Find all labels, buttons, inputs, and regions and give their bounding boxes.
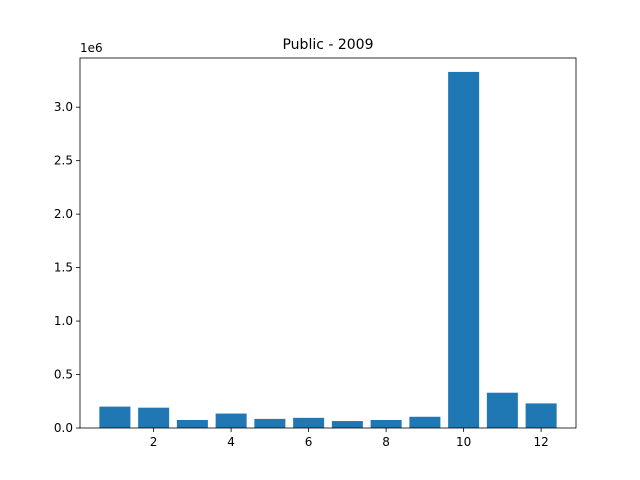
y-tick-label: 2.0 — [54, 207, 73, 221]
bar-8 — [370, 419, 402, 428]
bar-1 — [99, 406, 131, 428]
bar-12 — [525, 403, 557, 428]
bar-2 — [138, 407, 170, 428]
bar-3 — [176, 419, 208, 428]
y-tick-label: 0.5 — [54, 368, 73, 382]
plot-frame — [79, 57, 577, 429]
bar-6 — [293, 417, 325, 428]
bar-4 — [215, 413, 247, 428]
x-tick-label: 8 — [382, 435, 390, 449]
y-axis-ticks: 0.0 0.5 1.0 1.5 2.0 2.5 3.0 — [54, 100, 80, 435]
bar-10 — [448, 71, 480, 429]
x-tick-label: 4 — [227, 435, 235, 449]
bar-11 — [486, 392, 518, 428]
x-tick-label: 10 — [456, 435, 471, 449]
bar-9 — [409, 416, 441, 428]
y-tick-label: 1.5 — [54, 261, 73, 275]
bars-group — [99, 71, 557, 429]
y-scale-label: 1e6 — [80, 41, 103, 55]
y-tick-label: 2.5 — [54, 154, 73, 168]
y-tick-label: 1.0 — [54, 314, 73, 328]
x-axis-ticks: 2 4 6 8 10 12 — [150, 428, 549, 449]
y-tick-label: 0.0 — [54, 421, 73, 435]
bar-7 — [331, 421, 363, 428]
x-tick-label: 12 — [533, 435, 548, 449]
chart-title: Public - 2009 — [282, 37, 373, 53]
x-tick-label: 2 — [150, 435, 158, 449]
y-tick-label: 3.0 — [54, 100, 73, 114]
bar-5 — [254, 418, 286, 428]
x-tick-label: 6 — [305, 435, 313, 449]
